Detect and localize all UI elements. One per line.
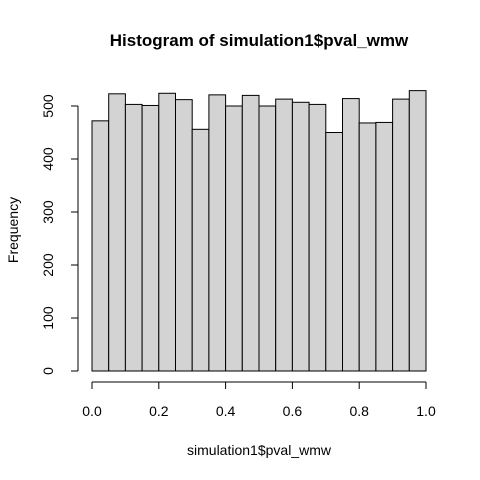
x-tick-label: 0.4 — [216, 403, 236, 419]
histogram-bar — [208, 94, 227, 372]
histogram-bar — [375, 121, 394, 372]
x-tick-label: 0.6 — [283, 403, 303, 419]
y-axis-label: Frequency — [5, 197, 21, 263]
y-tick-label: 500 — [40, 94, 56, 118]
x-tick-label: 0.2 — [149, 403, 169, 419]
histogram-bar — [225, 105, 243, 372]
y-tick-label: 100 — [40, 306, 56, 330]
histogram-bar — [108, 93, 126, 372]
y-tick-label: 300 — [40, 200, 56, 224]
histogram-bar — [291, 101, 310, 372]
histogram-bar — [308, 103, 327, 372]
x-tick-label: 1.0 — [416, 403, 436, 419]
histogram-bar — [141, 104, 160, 372]
histogram-bar — [191, 128, 210, 372]
histogram-bar — [158, 92, 177, 372]
histogram-bar — [275, 98, 293, 372]
histogram-bar — [91, 120, 110, 372]
histogram-bar — [124, 103, 143, 372]
histogram-bar — [325, 132, 343, 372]
y-axis: 0 100 200 300 400 500 — [40, 94, 79, 375]
histogram-bar — [392, 98, 410, 372]
x-axis: 0.0 0.2 0.4 0.6 0.8 1.0 — [82, 381, 436, 419]
y-tick-label: 400 — [40, 147, 56, 171]
bars-group — [91, 90, 427, 372]
x-axis-label: simulation1$pval_wmw — [187, 442, 332, 458]
histogram-bar — [258, 105, 277, 372]
x-tick-label: 0.8 — [349, 403, 369, 419]
x-tick-label: 0.0 — [82, 403, 102, 419]
histogram-bar — [175, 99, 193, 372]
histogram-bar — [342, 98, 360, 372]
chart-title: Histogram of simulation1$pval_wmw — [110, 31, 409, 50]
y-tick-label: 200 — [40, 253, 56, 277]
histogram-bar — [241, 94, 260, 372]
histogram-bar — [358, 122, 377, 372]
histogram-bar — [408, 90, 427, 372]
y-tick-label: 0 — [40, 367, 56, 375]
